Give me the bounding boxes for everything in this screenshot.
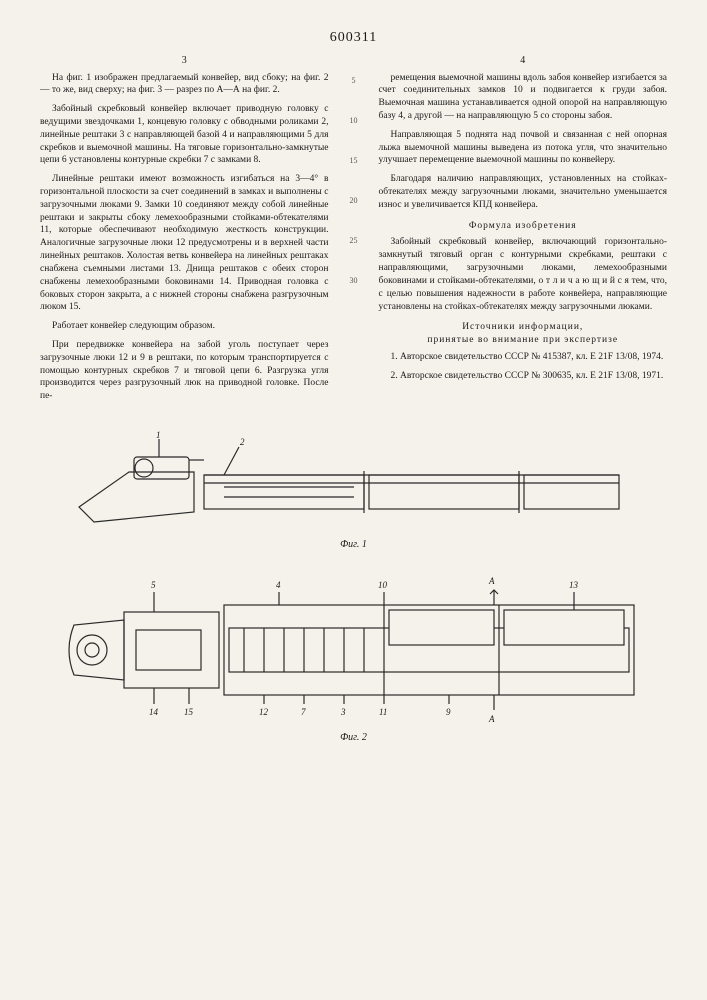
figure-1-caption: Фиг. 1 [40,539,667,550]
svg-text:12: 12 [259,707,269,717]
svg-text:13: 13 [569,580,579,590]
svg-text:1: 1 [156,430,161,440]
svg-text:10: 10 [378,580,388,590]
paragraph: На фиг. 1 изображен предлагаемый конвейе… [40,72,329,98]
col-number-left: 3 [40,54,329,68]
paragraph: Благодаря наличию направляющих, установл… [379,173,668,211]
figure-2-caption: Фиг. 2 [40,732,667,743]
svg-text:5: 5 [151,580,156,590]
paragraph: При передвижке конвейера на забой уголь … [40,339,329,403]
svg-text:14: 14 [149,707,159,717]
line-mark: 25 [347,236,361,245]
svg-text:11: 11 [379,707,387,717]
svg-text:A: A [488,576,495,586]
figure-1: 1 2 Фиг. 1 [40,427,667,550]
left-column: 3 На фиг. 1 изображен предлагаемый конве… [40,54,329,409]
formula-header: Формула изобретения [379,220,668,233]
paragraph: Работает конвейер следующим образом. [40,320,329,333]
svg-text:15: 15 [184,707,194,717]
patent-page: 600311 3 На фиг. 1 изображен предлагаемы… [0,0,707,1000]
svg-text:A: A [488,714,495,724]
paragraph: Направляющая 5 поднята над почвой и связ… [379,129,668,167]
line-mark: 5 [347,76,361,85]
figure-2-svg: 5 4 10 A 13 14 15 12 7 3 11 9 A [54,570,654,730]
source-item: 2. Авторское свидетельство СССР № 300635… [379,370,668,383]
line-mark: 30 [347,276,361,285]
col-number-right: 4 [379,54,668,68]
svg-text:3: 3 [340,707,346,717]
svg-text:9: 9 [446,707,451,717]
svg-text:7: 7 [301,707,306,717]
line-mark: 10 [347,116,361,125]
document-number: 600311 [40,30,667,46]
svg-text:2: 2 [240,437,245,447]
figure-2: 5 4 10 A 13 14 15 12 7 3 11 9 A Фиг. 2 [40,570,667,743]
figures-block: 1 2 Фиг. 1 [40,427,667,743]
svg-text:4: 4 [276,580,281,590]
line-mark: 20 [347,196,361,205]
source-item: 1. Авторское свидетельство СССР № 415387… [379,351,668,364]
claim-text: Забойный скребковый конвейер, включающий… [379,236,668,313]
figure-1-svg: 1 2 [74,427,634,537]
right-column: 4 ремещения выемочной машины вдоль забоя… [379,54,668,409]
paragraph: ремещения выемочной машины вдоль забоя к… [379,72,668,123]
text-columns: 3 На фиг. 1 изображен предлагаемый конве… [40,54,667,409]
line-mark: 15 [347,156,361,165]
line-number-gutter: 5 10 15 20 25 30 [347,54,361,409]
paragraph: Линейные рештаки имеют возможность изгиб… [40,173,329,314]
paragraph: Забойный скребковый конвейер включает пр… [40,103,329,167]
sources-header: Источники информации, принятые во вниман… [379,321,668,347]
